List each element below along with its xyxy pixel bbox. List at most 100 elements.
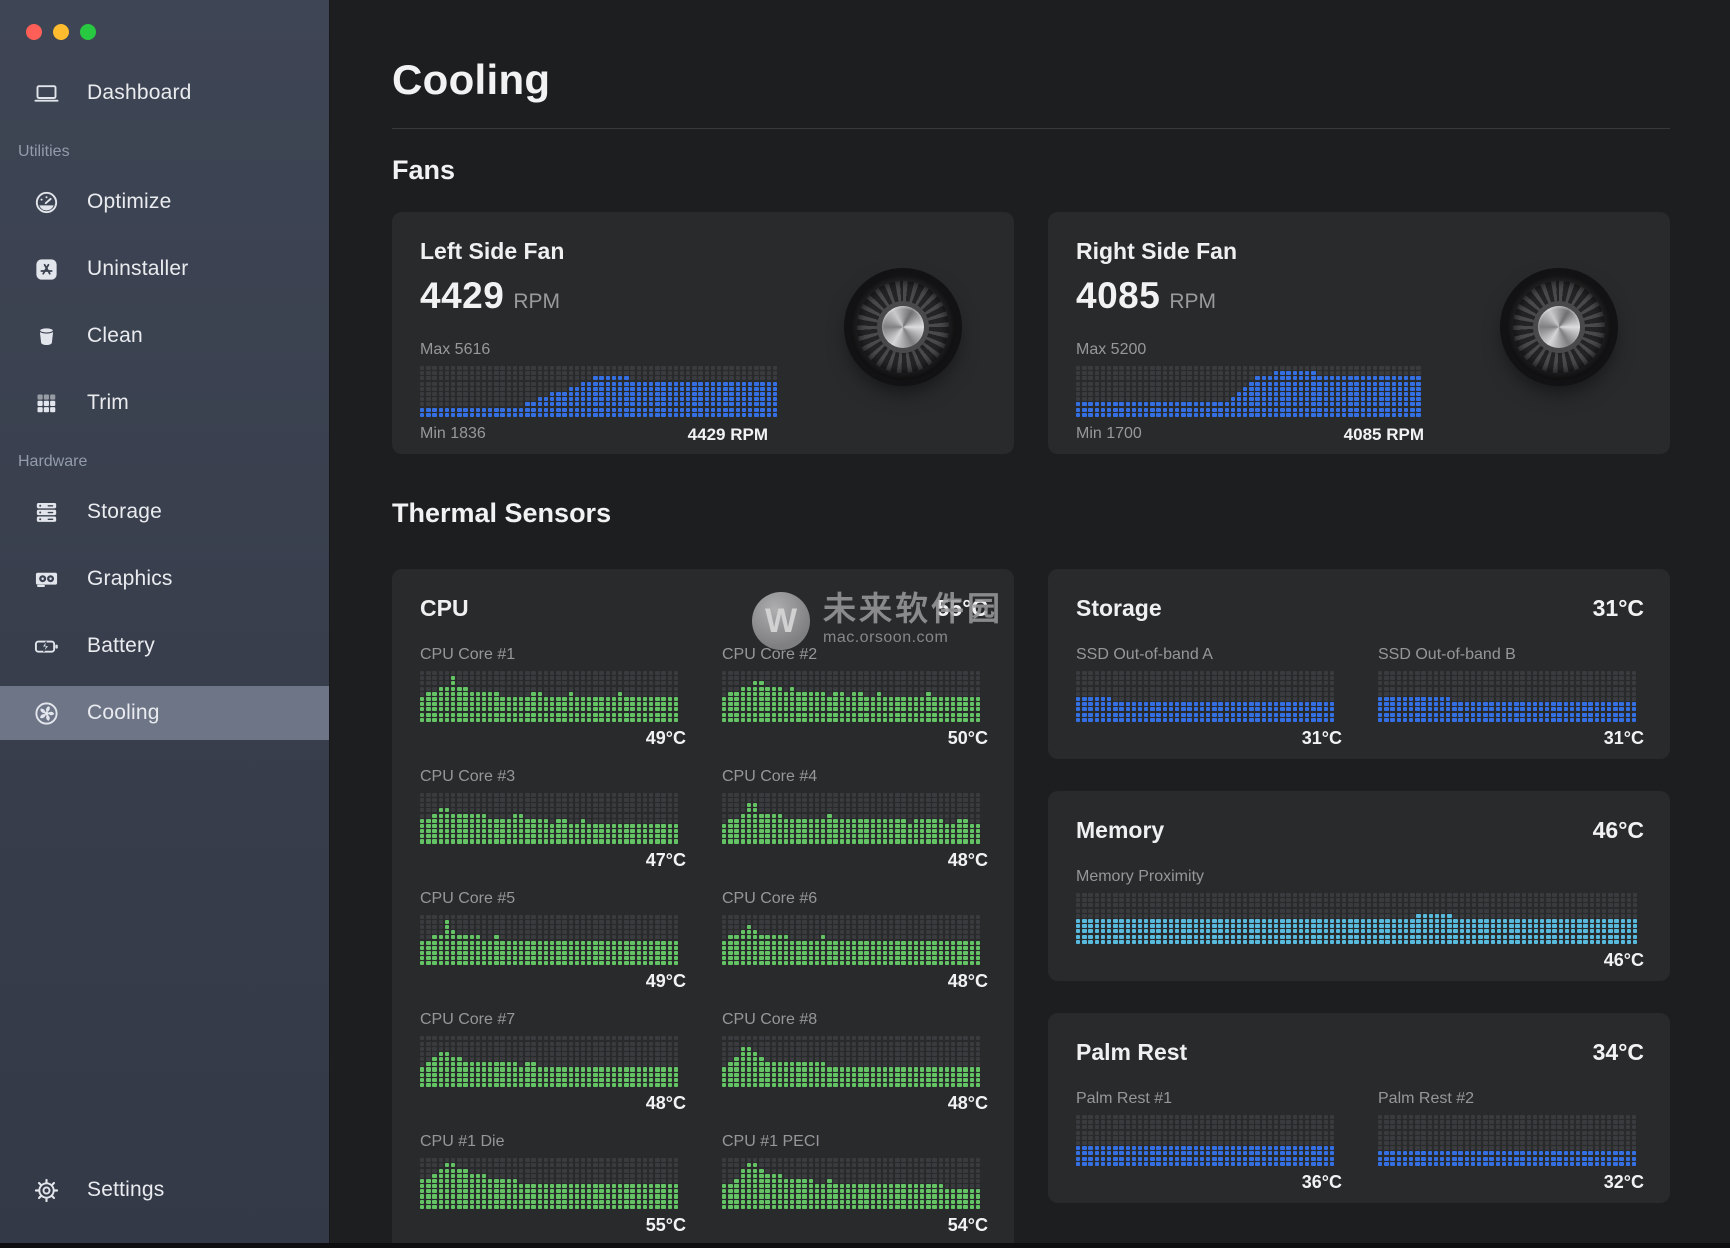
sidebar-item-optimize[interactable]: Optimize [0,175,329,229]
sensor-label: Palm Rest #2 [1378,1090,1644,1108]
sidebar-item-label: Dashboard [87,81,192,105]
sidebar-item-storage[interactable]: Storage [0,485,329,539]
sidebar: Dashboard Utilities Optimize Uninstaller Cle… [0,0,330,1248]
fan-image [850,274,956,380]
sensor-value: 32°C [1378,1172,1644,1193]
appstore-icon [33,256,60,283]
palm-rest-card-title: Palm Rest [1076,1039,1187,1066]
gauge-icon [33,189,60,216]
sensor-tile: Memory Proximity 46°C [1076,868,1644,971]
sensor-dot-chart [1378,671,1644,722]
window-controls [0,20,329,40]
gear-icon [33,1177,60,1204]
sidebar-item-dashboard[interactable]: Dashboard [0,66,329,120]
fan-card-title: Right Side Fan [1076,238,1644,265]
battery-icon [33,633,60,660]
sidebar-item-label: Storage [87,500,162,524]
sidebar-item-clean[interactable]: Clean [0,309,329,363]
sidebar-item-label: Cooling [87,701,160,725]
gpu-icon [33,566,60,593]
sensor-tile: CPU #1 PECI54°C [722,1133,988,1236]
sensor-label: CPU Core #5 [420,890,686,908]
cpu-card-title: CPU [420,595,469,622]
sensor-value: 48°C [722,971,988,992]
sidebar-item-graphics[interactable]: Graphics [0,552,329,606]
sensor-tile: Palm Rest #136°C [1076,1090,1342,1193]
page-title: Cooling [392,56,1670,104]
sensor-value: 46°C [1076,950,1644,971]
sensor-label: Memory Proximity [1076,868,1644,886]
sensor-tile: CPU Core #549°C [420,890,686,993]
sidebar-item-uninstaller[interactable]: Uninstaller [0,242,329,296]
sidebar-section-label: Hardware [0,443,329,485]
sensor-value: 47°C [420,850,686,871]
sensor-label: CPU Core #8 [722,1011,988,1029]
cpu-sensor-card: CPU 55°C CPU Core #149°CCPU Core #250°CC… [392,569,1014,1248]
sensor-dot-chart [420,793,686,844]
thermal-grid: CPU 55°C CPU Core #149°CCPU Core #250°CC… [392,569,1670,1248]
laptop-icon [33,80,60,107]
sensor-label: SSD Out-of-band B [1378,646,1644,664]
sensor-tile: SSD Out-of-band A31°C [1076,646,1342,749]
sensor-tile: SSD Out-of-band B31°C [1378,646,1644,749]
memory-card-title: Memory [1076,817,1164,844]
sidebar-item-label: Clean [87,324,143,348]
sensor-dot-chart [722,915,988,966]
sensor-label: CPU Core #2 [722,646,988,664]
sensor-dot-chart [722,1036,988,1087]
window-bottom-edge [0,1243,1730,1248]
sensor-label: CPU Core #3 [420,768,686,786]
sensor-dot-chart [1378,1115,1644,1166]
sensor-tile: CPU Core #448°C [722,768,988,871]
storage-card-title: Storage [1076,595,1162,622]
sidebar-item-label: Optimize [87,190,171,214]
sensor-value: 49°C [420,728,686,749]
sidebar-section-label: Utilities [0,133,329,175]
sensor-tile: CPU Core #748°C [420,1011,686,1114]
sensor-dot-chart [420,915,686,966]
sensor-dot-chart [722,1158,988,1209]
fan-image [1506,274,1612,380]
sensor-dot-chart [1076,671,1342,722]
fans-heading: Fans [392,155,1670,186]
sensor-tile: CPU Core #6 48°C [722,890,988,993]
bucket-icon [33,323,60,350]
sensor-tile: CPU Core #3 47°C [420,768,686,871]
sidebar-item-battery[interactable]: Battery [0,619,329,673]
sensor-dot-chart [420,1158,686,1209]
sidebar-item-label: Uninstaller [87,257,188,281]
main-content[interactable]: Cooling Fans Left Side Fan 4429 RPM Max … [330,0,1730,1248]
zoom-button[interactable] [80,24,96,40]
sensor-label: CPU #1 Die [420,1133,686,1151]
sidebar-item-label: Trim [87,391,129,415]
sensor-value: 55°C [420,1215,686,1236]
storage-sensor-card: Storage 31°C SSD Out-of-band A31°CSSD Ou… [1048,569,1670,759]
sidebar-spacer [0,753,329,1163]
title-divider [392,128,1670,129]
sidebar-item-cooling[interactable]: Cooling [0,686,329,740]
palm-rest-sensor-card: Palm Rest 34°C Palm Rest #136°CPalm Rest… [1048,1013,1670,1203]
fan-card-right: Right Side Fan 4085 RPM Max 5200 Min 170… [1048,212,1670,454]
sidebar-item-settings[interactable]: Settings [0,1163,329,1217]
fan-card-left: Left Side Fan 4429 RPM Max 5616 Min 1836… [392,212,1014,454]
grid-icon [33,390,60,417]
sidebar-item-trim[interactable]: Trim [0,376,329,430]
thermal-right-column: Storage 31°C SSD Out-of-band A31°CSSD Ou… [1048,569,1670,1203]
memory-card-temp: 46°C [1593,817,1644,844]
sensor-label: CPU Core #6 [722,890,988,908]
minimize-button[interactable] [53,24,69,40]
sensor-tile: CPU #1 Die 55°C [420,1133,686,1236]
fan-min-label: Min 1700 [1076,425,1142,445]
sensor-value: 48°C [420,1093,686,1114]
sensor-dot-chart [1076,1115,1342,1166]
sensor-dot-chart [420,671,686,722]
sensor-label: SSD Out-of-band A [1076,646,1342,664]
fan-rpm-value: 4429 [420,275,504,317]
fan-current-label: 4429 RPM [688,425,768,445]
sensor-tile: CPU Core #250°C [722,646,988,749]
app-window: { "window": {"traffic_lights": ["close",… [0,0,1730,1248]
close-button[interactable] [26,24,42,40]
fan-rpm-value: 4085 [1076,275,1160,317]
sidebar-item-label: Battery [87,634,155,658]
sensor-tile: CPU Core #149°C [420,646,686,749]
